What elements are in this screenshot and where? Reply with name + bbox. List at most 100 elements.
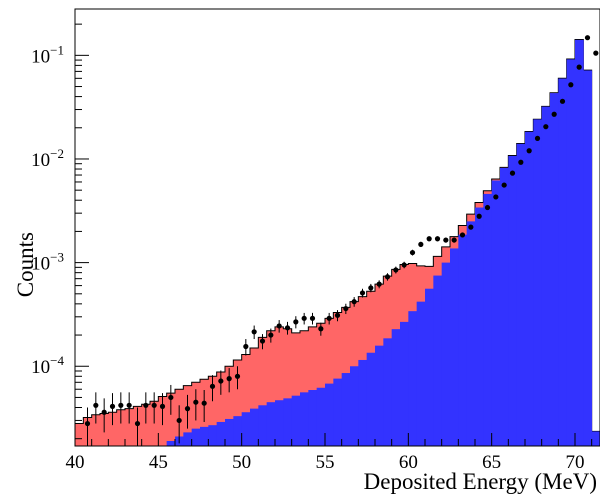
histogram-bar xyxy=(366,352,376,446)
histogram-bar xyxy=(350,366,359,446)
histogram-bar xyxy=(400,321,409,446)
data-point xyxy=(118,402,124,408)
histogram-bar xyxy=(250,348,259,446)
data-point xyxy=(526,148,532,154)
histogram-bar xyxy=(216,372,226,446)
histogram-bar xyxy=(141,404,151,446)
data-point xyxy=(468,224,474,230)
data-point xyxy=(451,237,457,243)
histogram-bar xyxy=(491,180,501,446)
x-axis-title: Deposited Energy (MeV) xyxy=(364,469,597,494)
data-point xyxy=(259,338,266,344)
data-point xyxy=(384,274,391,280)
histogram-bar xyxy=(191,428,201,446)
histogram-bar xyxy=(283,398,293,446)
x-tick-label: 65 xyxy=(482,452,501,473)
histogram-bar xyxy=(425,288,434,446)
data-point xyxy=(434,236,441,242)
data-point xyxy=(234,373,241,379)
x-tick-label: 55 xyxy=(316,452,335,473)
histogram-bar xyxy=(550,93,559,446)
data-point xyxy=(476,213,482,219)
histogram-bar xyxy=(241,354,251,446)
histogram-bar xyxy=(75,423,84,446)
histogram-bar xyxy=(125,408,134,446)
x-tick-label: 50 xyxy=(232,452,251,473)
x-tick-label: 60 xyxy=(399,452,418,473)
y-tick-label: 10−4 xyxy=(31,353,64,378)
data-point xyxy=(443,237,449,243)
histogram-bar xyxy=(166,440,176,446)
data-point xyxy=(501,182,507,188)
data-point xyxy=(84,420,91,427)
x-tick-label: 45 xyxy=(149,452,168,473)
histogram-bar xyxy=(291,395,301,446)
histogram-bar xyxy=(200,426,209,446)
data-point xyxy=(309,315,316,321)
histogram-bar xyxy=(583,70,593,446)
histogram-bar xyxy=(375,345,384,446)
histogram-bar xyxy=(325,383,334,446)
histogram-bar xyxy=(433,275,443,446)
data-point xyxy=(351,299,357,305)
histogram-bar xyxy=(116,409,126,446)
histogram-bar xyxy=(166,393,176,446)
histogram-bar xyxy=(275,326,284,446)
data-point xyxy=(551,111,557,117)
data-points xyxy=(84,35,599,446)
histogram-bar xyxy=(558,78,568,446)
x-tick-label: 70 xyxy=(566,452,585,473)
histogram-outline xyxy=(75,39,600,446)
y-tick-label: 10−2 xyxy=(31,146,64,171)
data-point xyxy=(576,64,582,70)
histogram-bar xyxy=(308,326,318,446)
data-point xyxy=(168,394,174,401)
histogram-bar xyxy=(291,332,301,446)
data-point xyxy=(176,417,182,424)
histogram-bar xyxy=(333,378,343,446)
data-point xyxy=(243,343,249,350)
histogram-bar xyxy=(233,416,243,446)
histogram-bar xyxy=(241,412,251,446)
data-point xyxy=(376,281,382,287)
histogram-bar xyxy=(266,330,276,446)
data-point xyxy=(368,285,374,291)
data-point xyxy=(568,82,574,88)
data-point xyxy=(134,420,141,427)
histogram-bar xyxy=(541,106,551,446)
data-point xyxy=(559,98,566,104)
data-point xyxy=(93,402,99,408)
histogram-bar xyxy=(275,400,284,446)
data-point xyxy=(418,241,424,247)
data-point xyxy=(593,50,599,56)
data-point xyxy=(143,402,149,408)
data-point xyxy=(151,402,157,408)
histogram-bar xyxy=(508,155,518,446)
data-point xyxy=(326,315,332,321)
data-point xyxy=(218,378,224,384)
histogram-bar xyxy=(533,119,543,446)
histogram-bar xyxy=(458,234,468,446)
histogram-bar xyxy=(266,402,276,446)
data-point xyxy=(543,124,549,130)
histogram-bar xyxy=(408,311,418,446)
component-histogram xyxy=(166,39,600,446)
histogram-bar xyxy=(391,329,401,446)
data-point xyxy=(409,249,416,256)
histogram-bar xyxy=(516,143,526,446)
data-point xyxy=(493,194,499,200)
data-point xyxy=(534,135,541,141)
data-point xyxy=(101,409,107,415)
histogram-bar xyxy=(216,421,226,446)
histogram-bar xyxy=(575,39,584,446)
data-point xyxy=(126,402,132,408)
histogram-bar xyxy=(383,338,393,446)
data-point xyxy=(184,406,191,412)
data-point xyxy=(193,399,199,405)
histogram-bar xyxy=(466,221,476,446)
data-point xyxy=(401,262,407,268)
data-point xyxy=(343,305,349,312)
histogram-bar xyxy=(300,330,309,446)
data-point xyxy=(509,170,516,176)
data-point xyxy=(268,332,274,338)
